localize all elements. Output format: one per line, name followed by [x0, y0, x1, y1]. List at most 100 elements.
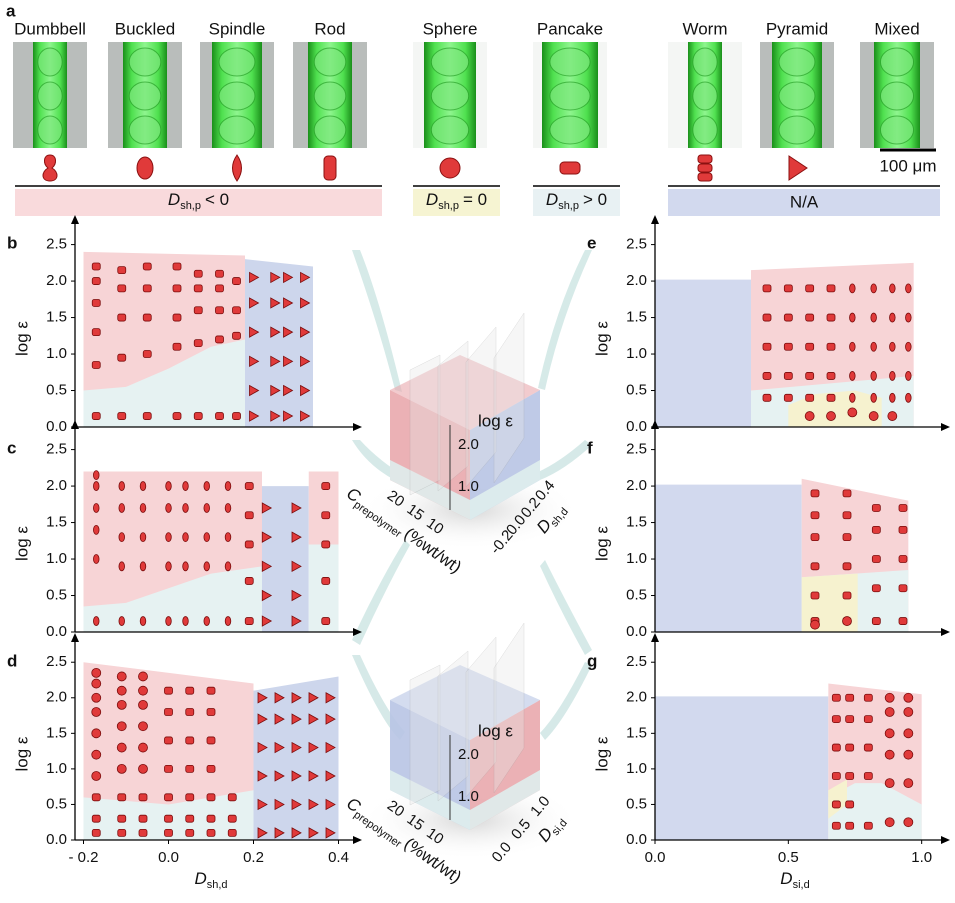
point-triangle [270, 384, 281, 397]
y-axis-arrow [71, 215, 79, 224]
point-rod [138, 793, 148, 802]
point-rod [172, 262, 182, 271]
point-triangle [308, 692, 319, 704]
point-rod [142, 262, 152, 271]
point-rod [898, 555, 908, 563]
point-rod [871, 504, 881, 512]
point-spindle [849, 371, 856, 381]
point-rod [117, 793, 127, 802]
point-triangle [291, 589, 302, 602]
point-triangle [325, 798, 336, 811]
point-triangle [257, 827, 268, 839]
z-tick-label: 1.0 [458, 788, 479, 805]
point-spindle [870, 312, 877, 323]
point-rod [206, 686, 216, 695]
point-triangle [257, 713, 268, 725]
y-tick-label: 0.5 [46, 795, 67, 812]
point-rod [805, 313, 815, 322]
point-rod [91, 277, 101, 285]
point-rod [842, 591, 852, 600]
y-tick-label: 2.0 [626, 272, 647, 289]
group-bar [533, 189, 620, 216]
y-axis-label: log ε [12, 736, 31, 771]
point-triangle [274, 770, 285, 782]
point-triangle [291, 713, 302, 725]
point-rod [842, 489, 852, 498]
point-rod [206, 828, 216, 837]
point-rod [185, 828, 195, 837]
panel-label: e [587, 233, 596, 252]
z-tick-label: 1.0 [458, 478, 479, 495]
point-triangle [249, 410, 260, 422]
point-sphere [138, 721, 148, 732]
point-spindle [139, 561, 147, 572]
point-triangle [291, 615, 302, 627]
point-triangle [325, 827, 336, 839]
symbol: D [426, 190, 438, 209]
point-spindle [889, 371, 896, 381]
point-rod [762, 342, 772, 351]
charts: 0.0 0.5 1.0 1.5 2.0 2.5 b log ε 0.0 0.5 1.0 1.5 2.0 2… [7, 215, 950, 891]
phase-region [83, 339, 245, 427]
point-triangle [291, 531, 302, 543]
micrograph-particle [549, 81, 591, 111]
point-rod [227, 828, 237, 837]
point-rod [138, 828, 148, 837]
point-rod [185, 736, 195, 745]
point-sphere [884, 707, 895, 717]
point-spindle [889, 392, 896, 403]
point-sphere [91, 749, 102, 760]
y-tick-label: 1.5 [626, 309, 647, 326]
shape-icon [439, 157, 461, 179]
point-rod [164, 828, 173, 837]
point-rod [142, 412, 152, 420]
point-triangle [274, 692, 285, 704]
point-rod [863, 693, 873, 702]
point-rod [164, 814, 173, 823]
c-tick-label: 15 [404, 501, 427, 524]
point-rod [321, 540, 331, 549]
point-rod [826, 372, 836, 380]
y-tick-label: 2.5 [626, 236, 647, 253]
point-rod [91, 412, 101, 420]
point-rod [845, 772, 855, 780]
point-rod [898, 504, 908, 512]
point-spindle [182, 616, 189, 626]
point-triangle [291, 741, 302, 754]
point-rod [185, 793, 195, 802]
phase-region [308, 471, 339, 545]
c-tick-label: 20 [384, 487, 407, 510]
point-rod [91, 793, 101, 802]
point-sphere [884, 778, 895, 789]
point-sphere [826, 411, 836, 421]
point-spindle [203, 481, 210, 491]
micrograph-particle [218, 47, 256, 77]
point-triangle [283, 326, 294, 338]
math-label: Dsi,d [780, 869, 809, 890]
point-triangle [283, 297, 294, 309]
point-rod [117, 266, 127, 275]
point-triangle [261, 560, 273, 573]
math-label: Dsh,p < 0 [168, 190, 229, 211]
subscript: si,d [793, 879, 810, 891]
point-rod [232, 412, 241, 420]
point-spindle [93, 503, 100, 513]
point-sphere [91, 678, 102, 689]
point-spindle [870, 392, 877, 403]
micrograph-particle [313, 115, 347, 145]
point-triangle [283, 271, 294, 284]
micrograph-particle [549, 115, 591, 145]
point-rod [172, 313, 182, 322]
point-spindle [93, 616, 100, 626]
point-rod [142, 284, 152, 293]
group-bar [668, 189, 940, 216]
point-rod [206, 708, 216, 716]
y-axis-arrow [651, 215, 659, 224]
shape-icon [697, 163, 713, 173]
point-rod [845, 800, 855, 809]
point-triangle [283, 410, 294, 422]
point-spindle [203, 616, 210, 626]
point-rod [117, 828, 127, 837]
point-rod [193, 306, 203, 315]
point-rod [842, 533, 852, 542]
